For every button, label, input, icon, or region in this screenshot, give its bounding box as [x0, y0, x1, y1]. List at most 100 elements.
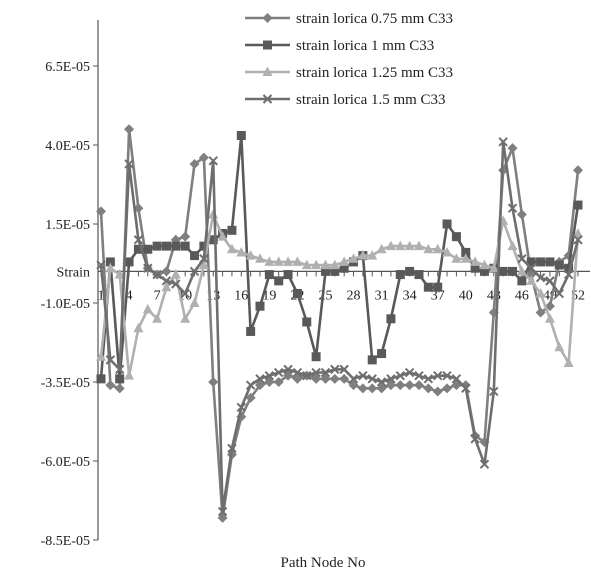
legend: strain lorica 0.75 mm C33 strain lorica 1… [245, 11, 453, 108]
data-point-triangle [376, 243, 387, 254]
data-point-square [461, 247, 471, 257]
legend-entry: strain lorica 0.75 mm C33 [245, 11, 453, 27]
data-point-x-stroke [348, 374, 359, 384]
data-point-x [133, 235, 144, 245]
data-point-triangle [161, 281, 172, 292]
data-point-square [423, 282, 433, 292]
data-point-square [339, 263, 349, 273]
data-point-triangle [142, 303, 153, 314]
data-point-x-stroke [339, 364, 349, 375]
data-point-triangle [189, 297, 200, 307]
data-point-x-stroke [498, 137, 508, 147]
data-point-diamond [367, 383, 378, 394]
data-point-triangle [414, 240, 424, 251]
data-point-diamond [535, 307, 546, 318]
data-point-x-stroke [517, 254, 527, 264]
data-point-diamond [245, 392, 256, 403]
data-point-diamond [262, 13, 273, 23]
data-point-triangle [236, 246, 247, 257]
data-point-diamond [442, 383, 453, 394]
data-point-triangle [311, 259, 322, 270]
data-point-square [115, 374, 125, 384]
data-point-x [414, 370, 424, 381]
data-point-triangle [245, 250, 256, 260]
data-point-square [554, 260, 564, 270]
data-point-x-stroke [161, 276, 172, 286]
data-point-diamond [273, 377, 284, 387]
data-point-x-stroke [171, 279, 181, 289]
data-point-x-stroke [414, 370, 424, 381]
data-point-x-stroke [358, 370, 368, 381]
data-point-triangle [535, 288, 546, 298]
data-point-triangle [226, 243, 237, 254]
data-point-x [189, 266, 200, 277]
data-point-triangle [96, 351, 106, 361]
data-point-triangle [367, 250, 378, 260]
data-point-square [255, 301, 265, 311]
data-point-x-stroke [152, 269, 162, 280]
data-point-x [376, 377, 387, 387]
data-point-x [498, 137, 508, 147]
data-point-x [526, 263, 536, 273]
data-point-square [377, 349, 387, 359]
data-point-x-stroke [236, 402, 247, 412]
data-point-x [395, 370, 406, 381]
data-point-square [246, 326, 256, 336]
data-point-square [517, 276, 527, 286]
data-point-triangle [357, 250, 368, 260]
data-point-x-stroke [255, 374, 265, 384]
data-point-triangle [217, 231, 228, 241]
data-point-diamond [414, 380, 424, 391]
data-point-x [208, 156, 218, 166]
data-point-triangle [404, 240, 415, 251]
data-point-x [96, 260, 106, 270]
data-point-x-stroke [217, 506, 228, 517]
data-point-x-stroke [311, 367, 321, 378]
series-1 [96, 124, 583, 523]
data-point-square [208, 235, 218, 245]
legend-label: strain lorica 1.5 mm C33 [296, 92, 446, 108]
data-point-diamond [516, 209, 527, 220]
data-point-diamond [180, 231, 191, 242]
y-tick-label: -8.5E-05 [41, 534, 90, 549]
data-point-diamond [357, 383, 368, 394]
data-point-x [451, 374, 462, 384]
x-tick-label: 25 [318, 288, 332, 303]
data-point-diamond [432, 386, 443, 397]
data-point-triangle [516, 265, 527, 276]
data-point-square [320, 266, 330, 276]
y-tick-label: 4.0E-05 [45, 139, 90, 154]
data-point-square [227, 225, 237, 235]
data-point-x-stroke [573, 235, 583, 245]
data-point-x [255, 374, 265, 384]
y-tick-label: -6.0E-05 [41, 455, 90, 470]
data-point-x-stroke [320, 367, 331, 378]
legend-label: strain lorica 0.75 mm C33 [296, 11, 453, 27]
data-point-square [536, 257, 546, 267]
data-point-square [564, 263, 574, 273]
data-point-x [554, 288, 565, 299]
data-point-x [264, 370, 275, 381]
data-point-x-stroke [535, 273, 546, 283]
data-point-x [114, 364, 125, 375]
data-point-x-stroke [292, 367, 303, 378]
data-point-x [517, 254, 527, 264]
x-tick-label: 40 [459, 288, 473, 303]
data-point-x-stroke [367, 374, 377, 384]
data-point-x-stroke [395, 370, 406, 381]
data-point-square [498, 266, 508, 276]
legend-label: strain lorica 1.25 mm C33 [296, 65, 453, 81]
data-point-x-stroke [461, 383, 471, 394]
data-point-x-stroke [554, 288, 565, 299]
data-point-triangle [460, 253, 471, 263]
data-point-x [236, 402, 247, 412]
data-point-x [320, 367, 331, 378]
data-point-x-stroke [133, 235, 144, 245]
data-point-x [124, 159, 134, 169]
data-point-x [171, 279, 181, 289]
y-axis-title: Strain [57, 265, 90, 280]
data-point-x [489, 386, 499, 397]
data-point-triangle [264, 256, 275, 266]
data-point-x [273, 367, 284, 378]
data-point-x [423, 374, 434, 384]
